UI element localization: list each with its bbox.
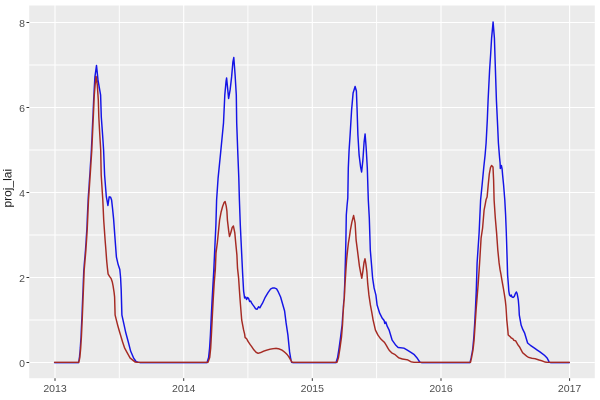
svg-text:2016: 2016: [429, 383, 453, 395]
svg-text:2015: 2015: [301, 383, 325, 395]
svg-text:4: 4: [19, 188, 25, 200]
svg-text:proj_lai: proj_lai: [1, 169, 15, 208]
svg-text:6: 6: [19, 103, 25, 115]
svg-text:2017: 2017: [558, 383, 582, 395]
svg-text:2013: 2013: [43, 383, 67, 395]
svg-text:8: 8: [19, 18, 25, 30]
svg-text:2014: 2014: [172, 383, 196, 395]
svg-text:2: 2: [19, 273, 25, 285]
svg-text:0: 0: [19, 358, 25, 370]
